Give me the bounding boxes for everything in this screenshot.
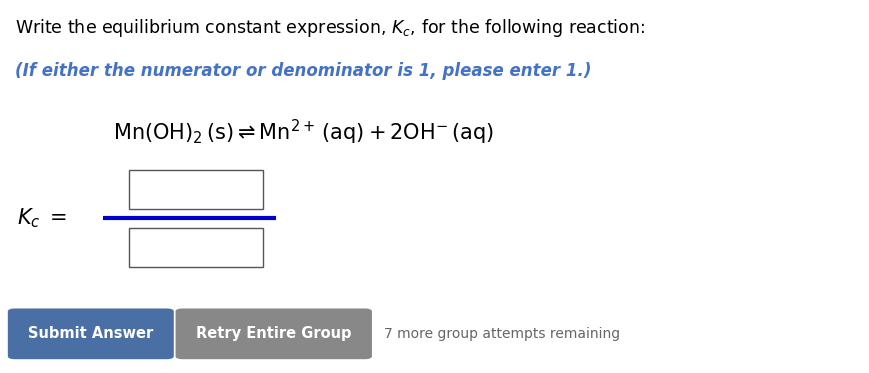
Text: 7 more group attempts remaining: 7 more group attempts remaining <box>384 327 620 341</box>
Text: Write the equilibrium constant expression, $K_c$, for the following reaction:: Write the equilibrium constant expressio… <box>15 17 645 39</box>
Text: Submit Answer: Submit Answer <box>28 326 154 341</box>
Text: (If either the numerator or denominator is 1, please enter 1.): (If either the numerator or denominator … <box>15 62 591 79</box>
FancyBboxPatch shape <box>8 308 174 359</box>
Text: $\mathrm{Mn(OH)_2\,(s) \rightleftharpoons Mn^{2+}\,(aq) + 2OH^{-}\,(aq)}$: $\mathrm{Mn(OH)_2\,(s) \rightleftharpoon… <box>113 117 494 147</box>
FancyBboxPatch shape <box>176 308 372 359</box>
Text: $K_c\; =$: $K_c\; =$ <box>17 206 67 230</box>
Text: Retry Entire Group: Retry Entire Group <box>196 326 351 341</box>
Bar <box>129 228 263 267</box>
Bar <box>129 170 263 209</box>
